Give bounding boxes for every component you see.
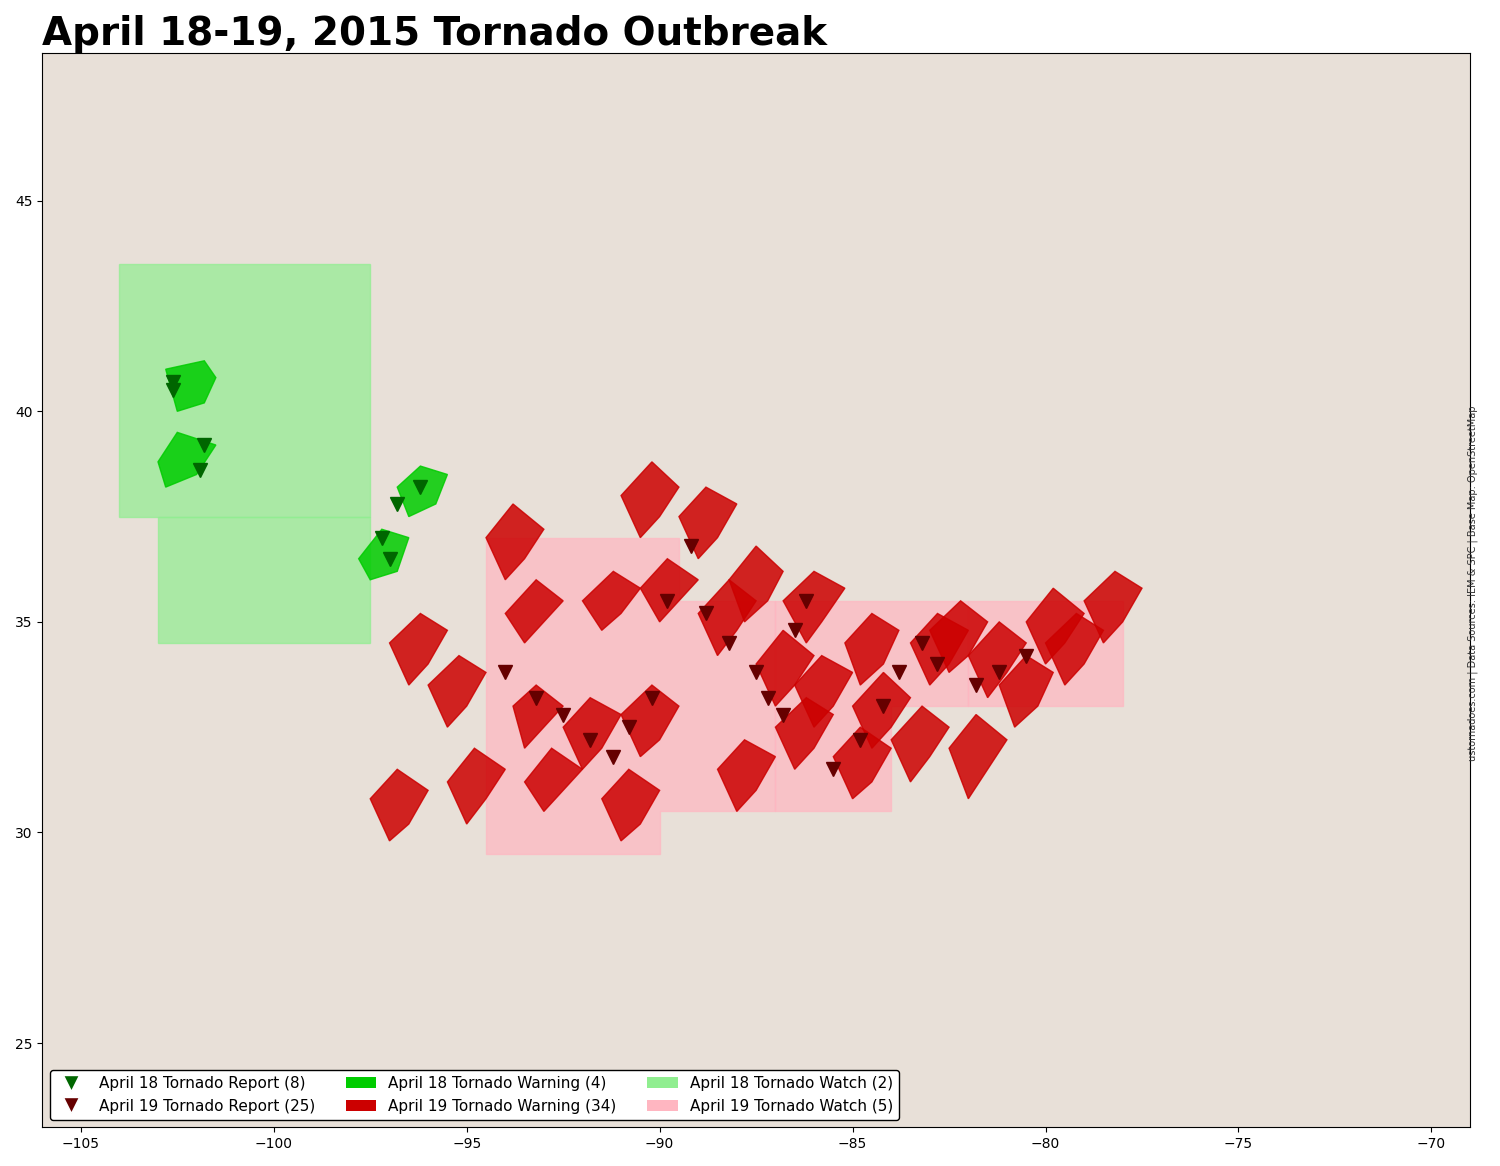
Polygon shape (910, 613, 969, 686)
Polygon shape (165, 360, 216, 412)
Polygon shape (358, 529, 410, 580)
Polygon shape (729, 546, 783, 621)
Polygon shape (370, 770, 427, 841)
Polygon shape (398, 466, 447, 517)
Polygon shape (486, 538, 776, 854)
Polygon shape (1046, 613, 1104, 686)
Polygon shape (776, 697, 834, 770)
Polygon shape (427, 655, 486, 728)
Polygon shape (930, 600, 987, 673)
Polygon shape (621, 462, 680, 538)
Polygon shape (891, 707, 950, 782)
Polygon shape (158, 517, 370, 642)
Polygon shape (120, 264, 370, 517)
Polygon shape (602, 770, 660, 841)
Polygon shape (717, 739, 776, 812)
Polygon shape (158, 433, 216, 487)
Polygon shape (783, 571, 844, 642)
Polygon shape (486, 504, 544, 580)
Polygon shape (756, 631, 814, 707)
Polygon shape (582, 571, 640, 631)
Polygon shape (852, 673, 910, 749)
Polygon shape (1084, 571, 1142, 642)
Polygon shape (834, 728, 891, 799)
Polygon shape (562, 697, 621, 770)
Polygon shape (969, 621, 1026, 697)
Text: April 18-19, 2015 Tornado Outbreak: April 18-19, 2015 Tornado Outbreak (42, 15, 826, 52)
Polygon shape (621, 686, 680, 757)
Polygon shape (795, 655, 852, 728)
Polygon shape (525, 749, 582, 812)
Legend: April 18 Tornado Report (8), April 19 Tornado Report (25), April 18 Tornado Warn: April 18 Tornado Report (8), April 19 To… (50, 1069, 900, 1119)
Polygon shape (698, 580, 756, 655)
Polygon shape (969, 600, 1122, 707)
Polygon shape (999, 655, 1053, 728)
Polygon shape (447, 749, 506, 824)
Polygon shape (513, 686, 562, 749)
Polygon shape (390, 613, 447, 686)
Polygon shape (776, 600, 969, 812)
Text: ustornadoes.com | Data Sources: IEM & SPC | Base Map: OpenStreetMap: ustornadoes.com | Data Sources: IEM & SP… (1467, 406, 1478, 760)
Polygon shape (506, 580, 562, 642)
Polygon shape (950, 715, 1006, 799)
Polygon shape (680, 487, 736, 559)
Polygon shape (844, 613, 898, 686)
Polygon shape (1026, 588, 1084, 663)
Polygon shape (640, 559, 698, 621)
